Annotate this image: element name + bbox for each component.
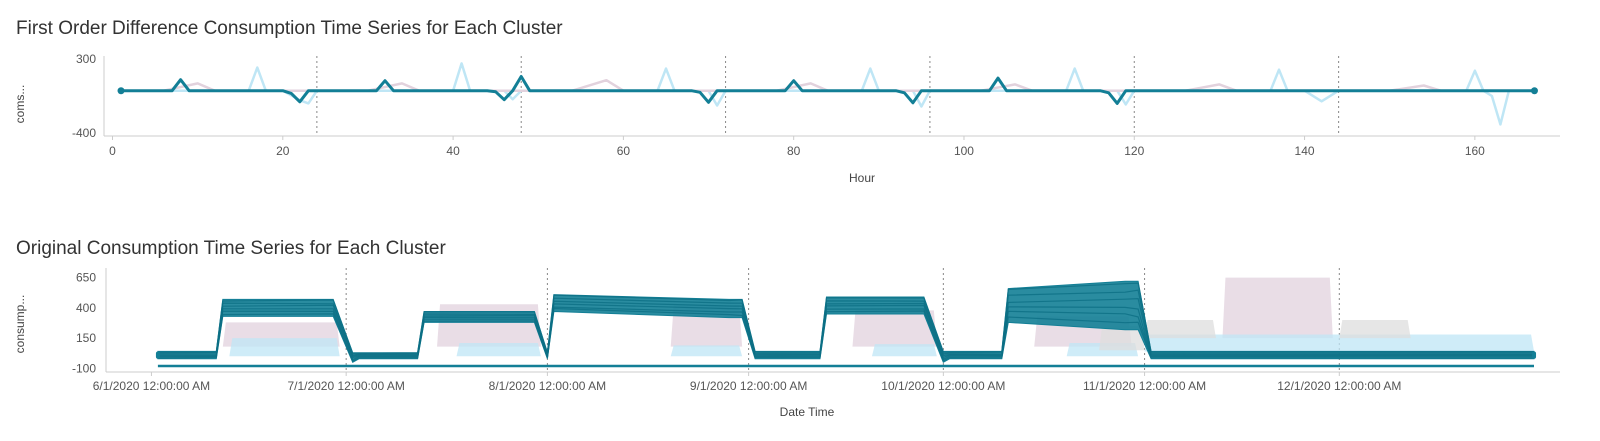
background-series-band[interactable] [670, 345, 743, 357]
chart-title: First Order Difference Consumption Time … [16, 18, 563, 39]
x-tick-label: 80 [787, 144, 801, 158]
x-axis-label: Date Time [780, 405, 835, 419]
background-series-line[interactable] [121, 78, 1535, 92]
background-series-band[interactable] [1144, 334, 1535, 352]
background-series-band[interactable] [1099, 326, 1145, 351]
first-order-difference-chart-panel: First Order Difference Consumption Time … [0, 0, 1600, 210]
background-series-band[interactable] [456, 342, 541, 357]
x-axis-label: Hour [849, 171, 875, 185]
background-series-band[interactable] [1339, 320, 1411, 339]
x-tick-label: 140 [1295, 144, 1315, 158]
series-start-point[interactable] [155, 351, 160, 359]
first-order-difference-chart[interactable]: 300 -400 0 20 40 60 80 100 120 140 160 Hour coms... [0, 0, 1600, 210]
y-tick-label: 400 [76, 301, 96, 315]
x-tick-label: 20 [276, 144, 290, 158]
x-tick-label: 100 [954, 144, 974, 158]
chart-title: Original Consumption Time Series for Eac… [16, 238, 446, 259]
x-tick-label: 6/1/2020 12:00:00 AM [93, 379, 210, 393]
x-tick-label: 120 [1124, 144, 1144, 158]
x-tick-label: 11/1/2020 12:00:00 AM [1083, 379, 1206, 393]
x-tick-label: 10/1/2020 12:00:00 AM [881, 379, 1005, 393]
series-end-point[interactable] [1530, 87, 1538, 95]
highlight-series-line[interactable] [157, 307, 1535, 362]
x-tick-label: 160 [1465, 144, 1485, 158]
original-consumption-chart[interactable]: 650 400 150 -100 6/1/2020 12:00:00 AM 7/1/202… [0, 220, 1600, 441]
x-tick-label: 0 [109, 144, 116, 158]
series-end-point[interactable] [1532, 351, 1537, 359]
x-tick-label: 60 [617, 144, 631, 158]
background-series-line[interactable] [121, 62, 1535, 126]
y-axis-label: coms... [13, 85, 27, 124]
x-tick-label: 8/1/2020 12:00:00 AM [489, 379, 606, 393]
background-series-band[interactable] [852, 310, 937, 347]
highlight-series-line[interactable] [157, 282, 1535, 355]
background-series-band[interactable] [871, 344, 937, 357]
y-tick-label: 650 [76, 271, 96, 285]
x-tick-label: 12/1/2020 12:00:00 AM [1277, 379, 1401, 393]
y-tick-label: 150 [76, 331, 96, 345]
y-axis-label: consump... [13, 295, 27, 354]
background-series-band[interactable] [229, 338, 340, 357]
highlight-series-line[interactable] [157, 289, 1535, 356]
y-tick-label: -100 [72, 361, 96, 375]
original-consumption-chart-panel: Original Consumption Time Series for Eac… [0, 220, 1600, 441]
background-series-band[interactable] [1144, 320, 1216, 339]
background-series-band[interactable] [1222, 277, 1333, 339]
highlight-series-line[interactable] [157, 297, 1534, 357]
background-series-band[interactable] [437, 304, 541, 347]
series-start-point[interactable] [117, 87, 125, 95]
x-tick-label: 9/1/2020 12:00:00 AM [690, 379, 807, 393]
x-tick-label: 40 [446, 144, 460, 158]
y-tick-label: 300 [76, 52, 96, 66]
highlight-series-line[interactable] [121, 75, 1535, 105]
y-tick-label: -400 [72, 126, 96, 140]
x-tick-label: 7/1/2020 12:00:00 AM [287, 379, 404, 393]
